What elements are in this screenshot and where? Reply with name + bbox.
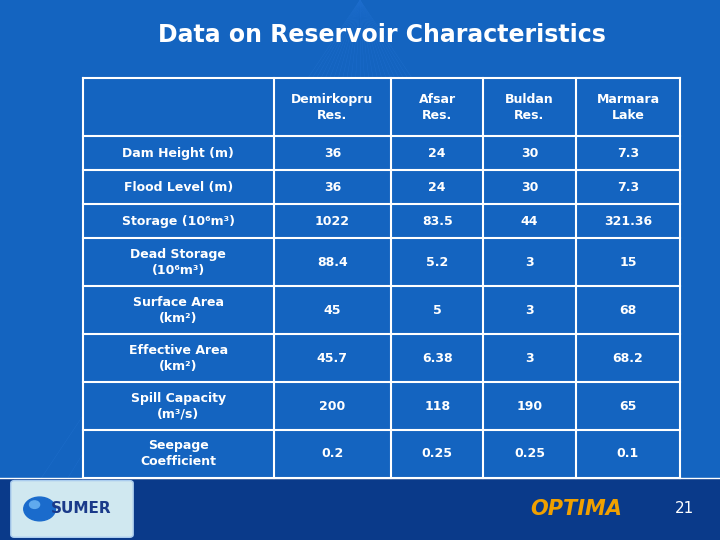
Bar (83, 382, 680, 430)
Text: 6.38: 6.38 (422, 352, 453, 365)
Text: 45.7: 45.7 (317, 352, 348, 365)
Bar (83, 238, 680, 286)
Text: 24: 24 (428, 181, 446, 194)
Text: 200: 200 (319, 400, 346, 413)
Bar (83, 171, 680, 204)
Text: 21: 21 (675, 502, 693, 516)
Text: Buldan
Res.: Buldan Res. (505, 93, 554, 122)
Text: 68: 68 (619, 303, 636, 316)
Circle shape (30, 501, 40, 509)
Text: 24: 24 (428, 147, 446, 160)
Text: 68.2: 68.2 (613, 352, 644, 365)
Bar (83, 78, 680, 137)
Text: 0.1: 0.1 (617, 448, 639, 461)
Text: 0.25: 0.25 (514, 448, 545, 461)
FancyBboxPatch shape (11, 481, 133, 537)
Text: Effective Area
(km²): Effective Area (km²) (129, 343, 228, 373)
Text: Demirkopru
Res.: Demirkopru Res. (291, 93, 374, 122)
Text: 45: 45 (323, 303, 341, 316)
Text: 36: 36 (324, 181, 341, 194)
Text: 3: 3 (525, 352, 534, 365)
Text: 190: 190 (516, 400, 542, 413)
Text: 0.2: 0.2 (321, 448, 343, 461)
Text: SUMER: SUMER (51, 502, 112, 516)
Text: Spill Capacity
(m³/s): Spill Capacity (m³/s) (130, 392, 226, 421)
Text: 7.3: 7.3 (617, 147, 639, 160)
Text: 3: 3 (525, 303, 534, 316)
Text: Dead Storage
(10⁶m³): Dead Storage (10⁶m³) (130, 248, 226, 277)
Text: 88.4: 88.4 (317, 256, 348, 269)
Text: 83.5: 83.5 (422, 215, 453, 228)
Bar (83, 334, 680, 382)
Text: Flood Level (m): Flood Level (m) (124, 181, 233, 194)
Text: 30: 30 (521, 181, 538, 194)
Text: 44: 44 (521, 215, 538, 228)
Text: 30: 30 (521, 147, 538, 160)
Text: Surface Area
(km²): Surface Area (km²) (132, 296, 224, 325)
Text: 0.25: 0.25 (422, 448, 453, 461)
Text: Data on Reservoir Characteristics: Data on Reservoir Characteristics (158, 23, 606, 47)
Text: 36: 36 (324, 147, 341, 160)
Text: Seepage
Coefficient: Seepage Coefficient (140, 440, 216, 468)
Bar (83, 430, 680, 478)
Text: Marmara
Lake: Marmara Lake (596, 93, 660, 122)
Text: 65: 65 (619, 400, 636, 413)
Text: 5: 5 (433, 303, 441, 316)
Text: 118: 118 (424, 400, 450, 413)
Text: 15: 15 (619, 256, 636, 269)
Bar (83, 137, 680, 171)
Bar (83, 204, 680, 238)
Text: 321.36: 321.36 (604, 215, 652, 228)
Circle shape (24, 497, 55, 521)
Text: Dam Height (m): Dam Height (m) (122, 147, 234, 160)
Bar (0, 478, 720, 540)
Text: Storage (10⁶m³): Storage (10⁶m³) (122, 215, 235, 228)
Text: Afsar
Res.: Afsar Res. (418, 93, 456, 122)
Text: 5.2: 5.2 (426, 256, 449, 269)
Text: 3: 3 (525, 256, 534, 269)
Text: 1022: 1022 (315, 215, 350, 228)
Text: OPTIMA: OPTIMA (530, 499, 622, 519)
Text: 7.3: 7.3 (617, 181, 639, 194)
Bar (83, 286, 680, 334)
